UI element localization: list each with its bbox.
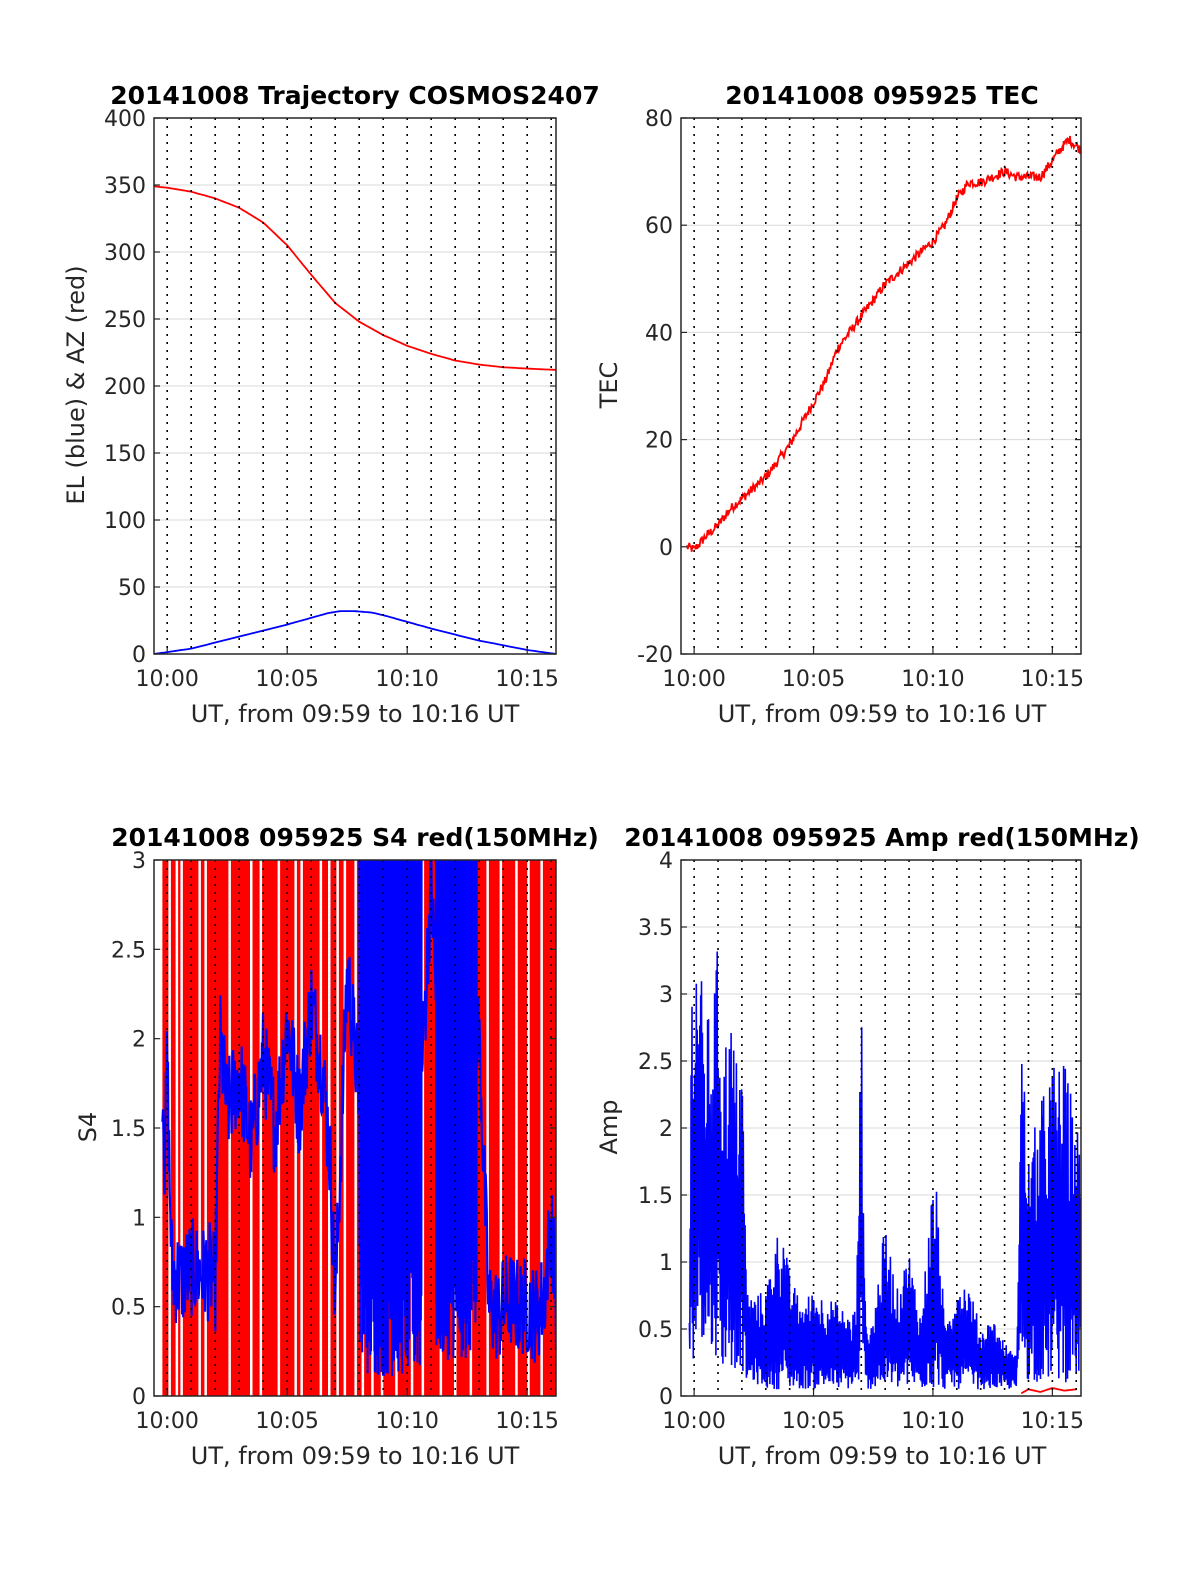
s4-series-1-burst-1 xyxy=(435,860,478,1361)
s4-series-0-gap-29 xyxy=(540,860,543,1396)
s4-ytick-label-1: 0.5 xyxy=(111,1296,146,1321)
s4-axes: 0 0.5 1 1.5 2 2.5 3 10:00 10:05 10:10 10:15 xyxy=(111,849,559,1434)
s4-series-0-gap-21 xyxy=(421,860,425,1396)
trajectory-ytick-label-2: 100 xyxy=(104,509,146,534)
trajectory-series-0-line xyxy=(154,185,556,371)
tec-ytick-label-4: 60 xyxy=(645,214,673,239)
s4-ytick-label-0: 0 xyxy=(132,1385,146,1410)
s4-ytick-label-3: 1.5 xyxy=(111,1117,146,1142)
amp-ytick-label-6: 3 xyxy=(659,983,673,1008)
trajectory-ytick-label-8: 400 xyxy=(104,107,146,132)
amp-xtick-label-3: 10:15 xyxy=(1021,1409,1084,1434)
s4-xtick-label-1: 10:05 xyxy=(255,1409,318,1434)
amp-ytick-label-0: 0 xyxy=(659,1385,673,1410)
trajectory-ytick-label-5: 250 xyxy=(104,308,146,333)
amp-xlabel: UT, from 09:59 to 10:16 UT xyxy=(718,1442,1047,1470)
tec-ytick-label-2: 20 xyxy=(645,429,673,454)
s4-series-0-gap-15 xyxy=(354,860,357,1396)
s4-xlabel: UT, from 09:59 to 10:16 UT xyxy=(191,1442,520,1470)
amp-ylabel: Amp xyxy=(595,1099,623,1154)
tec-ylabel: TEC xyxy=(595,362,623,410)
s4-ylabel: S4 xyxy=(74,1112,102,1143)
tec-title: 20141008 095925 TEC xyxy=(725,81,1038,110)
amp-series-1-line xyxy=(688,951,1081,1390)
amp-xtick-label-1: 10:05 xyxy=(782,1409,845,1434)
trajectory-ytick-label-3: 150 xyxy=(104,442,146,467)
tec-ytick-label-0: -20 xyxy=(637,643,673,668)
tec-axes: -20 0 20 40 60 80 10:00 10:05 10:10 10:15 xyxy=(637,107,1084,692)
tec-ytick-label-3: 40 xyxy=(645,321,673,346)
trajectory-ytick-label-7: 350 xyxy=(104,174,146,199)
s4-series-0-gap-2 xyxy=(180,860,183,1396)
s4-ytick-label-4: 2 xyxy=(132,1028,146,1053)
tec-xtick-label-1: 10:05 xyxy=(782,667,845,692)
s4-series-1-burst-0 xyxy=(358,860,423,1377)
tec-series-0-line xyxy=(686,135,1081,552)
trajectory-xtick-label-2: 10:10 xyxy=(375,667,438,692)
amp-xtick-label-2: 10:10 xyxy=(901,1409,964,1434)
s4-series-0-gap-11 xyxy=(319,860,323,1396)
s4-series-0-gap-13 xyxy=(336,860,339,1396)
s4-series-0-gap-14 xyxy=(343,860,347,1396)
trajectory-xtick-label-1: 10:05 xyxy=(255,667,318,692)
amp-ytick-label-3: 1.5 xyxy=(638,1184,673,1209)
tec-xtick-label-3: 10:15 xyxy=(1021,667,1084,692)
trajectory-axes: 0 50 100 150 200 250 300 350 400 10:00 10:05 10:10 1… xyxy=(104,107,559,692)
amp-axes: 0 0.5 1 1.5 2 2.5 3 3.5 4 10:00 10:05 10:10 10:15 xyxy=(638,849,1084,1434)
amp-title: 20141008 095925 Amp red(150MHz) xyxy=(624,823,1140,852)
s4-ytick-label-6: 3 xyxy=(132,849,146,874)
s4-xtick-label-3: 10:15 xyxy=(495,1409,558,1434)
s4-series-0-gap-26 xyxy=(499,860,503,1396)
s4-title: 20141008 095925 S4 red(150MHz) xyxy=(111,823,599,852)
trajectory-xtick-label-0: 10:00 xyxy=(135,667,198,692)
tec-ytick-label-5: 80 xyxy=(645,107,673,132)
tec-axes-box xyxy=(680,117,1082,655)
s4-ytick-label-2: 1 xyxy=(132,1206,146,1231)
amp-ytick-label-7: 3.5 xyxy=(638,916,673,941)
s4-series-0-gap-0 xyxy=(168,860,171,1396)
amp-ytick-label-4: 2 xyxy=(659,1117,673,1142)
amp-ytick-label-2: 1 xyxy=(659,1251,673,1276)
s4-ytick-label-5: 2.5 xyxy=(111,938,146,963)
tec-xlabel: UT, from 09:59 to 10:16 UT xyxy=(718,700,1047,728)
trajectory-series-1-line xyxy=(154,610,556,654)
amp-series-group xyxy=(688,951,1081,1395)
trajectory-xlabel: UT, from 09:59 to 10:16 UT xyxy=(191,700,520,728)
s4-series-0-gap-25 xyxy=(486,860,489,1396)
s4-series-0-gap-27 xyxy=(515,860,518,1396)
tec-series-group xyxy=(686,135,1081,552)
s4-series-group xyxy=(161,860,556,1396)
s4-xtick-label-0: 10:00 xyxy=(135,1409,198,1434)
amp-ytick-label-1: 0.5 xyxy=(638,1318,673,1343)
s4-series-0-gap-4 xyxy=(204,860,207,1396)
trajectory-ytick-label-1: 50 xyxy=(118,576,146,601)
amp-xtick-label-0: 10:00 xyxy=(662,1409,725,1434)
s4-xtick-label-2: 10:10 xyxy=(375,1409,438,1434)
amp-ytick-label-5: 2.5 xyxy=(638,1050,673,1075)
trajectory-ytick-label-6: 300 xyxy=(104,241,146,266)
tec-xtick-label-2: 10:10 xyxy=(901,667,964,692)
s4-series-0-gap-28 xyxy=(527,860,530,1396)
trajectory-ytick-label-4: 200 xyxy=(104,375,146,400)
tec-ytick-label-1: 0 xyxy=(659,536,673,561)
trajectory-ytick-label-0: 0 xyxy=(132,643,146,668)
amp-series-0-line xyxy=(1020,1387,1077,1395)
s4-series-0-gap-1 xyxy=(175,860,179,1396)
amp-ytick-label-8: 4 xyxy=(659,849,673,874)
trajectory-title: 20141008 Trajectory COSMOS2407 xyxy=(110,81,600,110)
trajectory-ylabel: EL (blue) & AZ (red) xyxy=(62,265,90,504)
s4-series-0-gap-7 xyxy=(259,860,263,1396)
s4-series-0-gap-3 xyxy=(198,860,201,1396)
trajectory-xtick-label-3: 10:15 xyxy=(495,667,558,692)
tec-xtick-label-0: 10:00 xyxy=(662,667,725,692)
trajectory-series-group xyxy=(154,185,556,654)
